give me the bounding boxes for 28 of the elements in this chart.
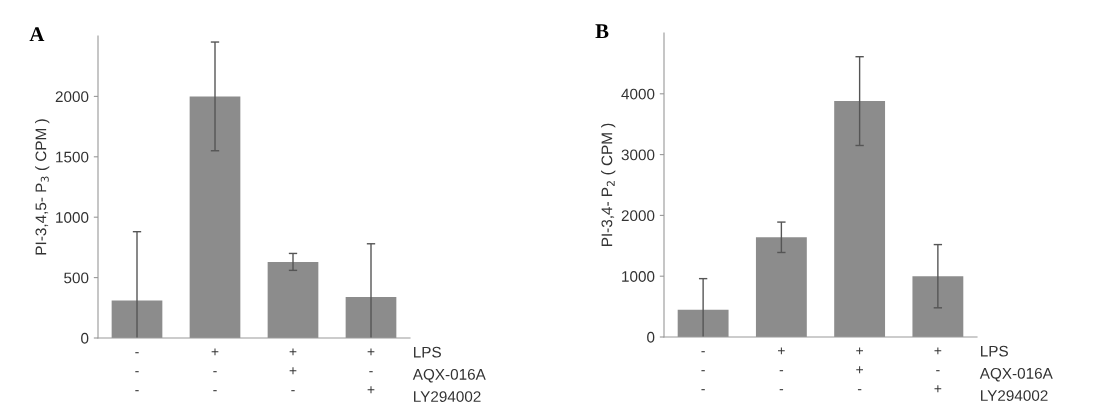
y-tick-label: 0 — [647, 331, 655, 343]
x-tick-label: + + - — [856, 347, 863, 391]
y-tick-label: 1000 — [56, 212, 89, 223]
category-label: - - - — [701, 351, 705, 391]
x-tick-label: + + - — [289, 348, 297, 392]
x-tick-label: + - + — [934, 347, 942, 393]
chart-title: A — [29, 27, 45, 42]
y-axis-title: PI-3,4- P$_{2}$ ( CPM ) — [601, 123, 616, 246]
x-tick-label: + - + — [367, 348, 375, 394]
text: AQX-016A — [979, 367, 1053, 382]
y-tick-label: 3000 — [621, 149, 655, 161]
chart-title: B — [595, 24, 609, 39]
y-tick-label: 2000 — [55, 91, 89, 103]
category-label: + - - — [778, 347, 785, 391]
y-tick-label: 4000 — [621, 88, 655, 100]
text: LY294002 — [981, 390, 1048, 401]
y-tick-label: 1000 — [622, 271, 655, 282]
y-tick-label: 1500 — [56, 151, 89, 163]
category-label: + - - — [211, 348, 219, 392]
category-label: - - - — [135, 352, 139, 392]
text: LPS — [414, 346, 441, 358]
text: LPS — [981, 345, 1008, 357]
text: AQX-016A — [412, 368, 486, 383]
text: LY294002 — [414, 391, 481, 402]
y-tick-label: 500 — [64, 272, 89, 284]
y-axis-title: PI-3,4,5- P$_{3}$ ( CPM ) — [35, 119, 50, 255]
y-tick-label: 0 — [81, 332, 89, 344]
y-tick-label: 2000 — [621, 210, 655, 222]
